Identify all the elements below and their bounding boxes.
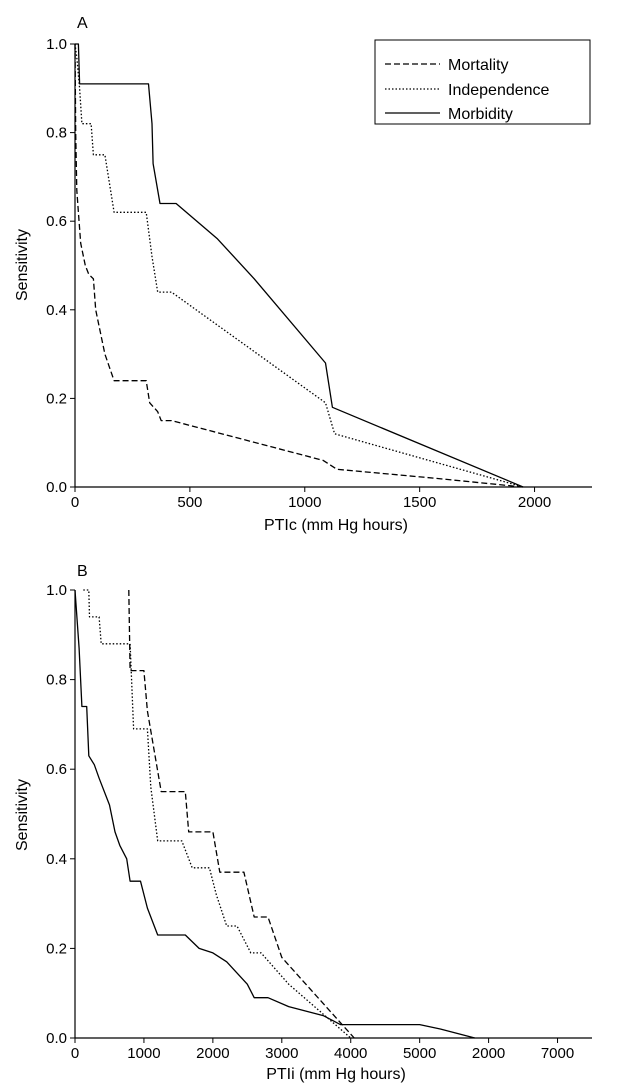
ticks-b: 0 1000 2000 3000 4000 5000 2000 7000 0.0 0.2 0.4 0.… bbox=[46, 582, 574, 1062]
x-tick-label-a-3: 1500 bbox=[403, 494, 436, 511]
series-line-b-independence bbox=[83, 589, 352, 1039]
y-tick-label-b-2: 0.4 bbox=[46, 851, 67, 868]
y-axis-title-a: Sensitivity bbox=[14, 229, 31, 301]
y-tick-label-a-1: 0.2 bbox=[46, 390, 67, 407]
y-tick-label-b-0: 0.0 bbox=[46, 1030, 67, 1047]
x-tick-label-a-0: 0 bbox=[71, 494, 79, 511]
y-tick-label-a-3: 0.6 bbox=[46, 213, 67, 230]
x-tick-label-b-5: 5000 bbox=[403, 1045, 436, 1062]
x-tick-label-a-1: 500 bbox=[177, 494, 202, 511]
panel-b: B 0 1000 2000 3000 4000 5000 2000 7000 0.0 0.2 0.4… bbox=[14, 563, 592, 1083]
series-line-b-mortality bbox=[128, 589, 355, 1039]
y-tick-label-a-5: 1.0 bbox=[46, 36, 67, 53]
panel-a: A 0 500 1000 1500 2000 0.0 0.2 0.4 0.6 0.8 1.0 PTI… bbox=[14, 15, 592, 534]
x-tick-label-b-7: 7000 bbox=[541, 1045, 574, 1062]
y-axis-title-b: Sensitivity bbox=[14, 779, 31, 851]
x-tick-label-b-1: 1000 bbox=[127, 1045, 160, 1062]
series-line-a-mortality bbox=[74, 43, 524, 488]
legend-label-morbidity: Morbidity bbox=[448, 106, 513, 123]
y-tick-label-b-1: 0.2 bbox=[46, 940, 67, 957]
x-tick-label-b-4: 4000 bbox=[334, 1045, 367, 1062]
series-group-b bbox=[74, 589, 475, 1039]
legend-label-independence: Independence bbox=[448, 82, 550, 99]
y-tick-label-a-2: 0.4 bbox=[46, 302, 67, 319]
panel-label-b: B bbox=[77, 563, 88, 580]
series-group-a bbox=[74, 43, 524, 488]
legend-label-mortality: Mortality bbox=[448, 57, 508, 74]
series-line-a-morbidity bbox=[75, 43, 524, 488]
x-tick-label-b-6: 2000 bbox=[472, 1045, 505, 1062]
ticks-a: 0 500 1000 1500 2000 0.0 0.2 0.4 0.6 0.8 1.0 bbox=[46, 36, 551, 511]
panel-label-a: A bbox=[77, 15, 88, 32]
legend: Mortality Independence Morbidity bbox=[374, 39, 591, 125]
y-tick-label-b-5: 1.0 bbox=[46, 582, 67, 599]
y-tick-label-b-3: 0.6 bbox=[46, 761, 67, 778]
y-tick-label-a-0: 0.0 bbox=[46, 479, 67, 496]
x-tick-label-a-4: 2000 bbox=[518, 494, 551, 511]
x-tick-label-b-3: 3000 bbox=[265, 1045, 298, 1062]
x-tick-label-a-2: 1000 bbox=[288, 494, 321, 511]
series-line-b-morbidity bbox=[74, 589, 475, 1039]
x-axis-title-b: PTIi (mm Hg hours) bbox=[266, 1066, 406, 1083]
x-tick-label-b-0: 0 bbox=[71, 1045, 79, 1062]
y-tick-label-b-4: 0.8 bbox=[46, 672, 67, 689]
legend-box bbox=[374, 39, 591, 125]
series-line-a-independence bbox=[74, 43, 524, 488]
x-axis-title-a: PTIc (mm Hg hours) bbox=[264, 517, 408, 534]
y-tick-label-a-4: 0.8 bbox=[46, 125, 67, 142]
x-tick-label-b-2: 2000 bbox=[196, 1045, 229, 1062]
